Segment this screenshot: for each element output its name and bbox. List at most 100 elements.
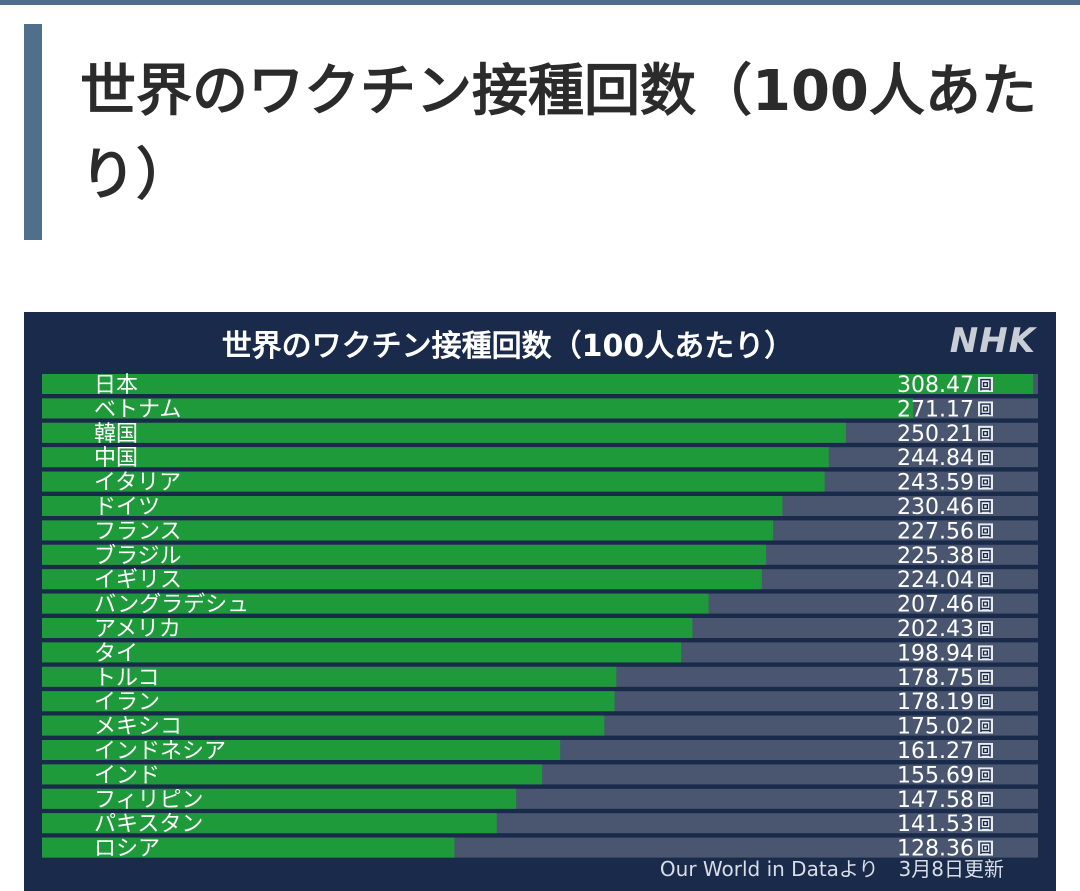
unit-label: 回 bbox=[979, 524, 991, 538]
category-label: バングラデシュ bbox=[94, 593, 249, 618]
category-label: イギリス bbox=[94, 568, 182, 593]
unit-badge bbox=[978, 523, 993, 539]
bar bbox=[42, 691, 615, 712]
bar bbox=[42, 813, 497, 834]
unit-badge bbox=[978, 425, 993, 441]
bar bbox=[42, 788, 517, 809]
category-label: 中国 bbox=[94, 446, 138, 471]
unit-badge bbox=[978, 450, 993, 466]
unit-label: 回 bbox=[979, 598, 991, 612]
unit-label: 回 bbox=[979, 793, 991, 807]
value-label: 141.53 bbox=[897, 812, 974, 837]
value-label: 147.58 bbox=[897, 788, 974, 813]
category-label: インドネシア bbox=[94, 739, 226, 764]
category-label: ブラジル bbox=[94, 544, 182, 569]
unit-badge bbox=[978, 572, 993, 588]
unit-badge bbox=[978, 816, 993, 832]
page-title: 世界のワクチン接種回数（100人あたり） bbox=[80, 59, 1037, 208]
unit-label: 回 bbox=[979, 646, 991, 660]
unit-badge bbox=[978, 547, 993, 563]
bar bbox=[42, 520, 774, 541]
unit-label: 回 bbox=[979, 720, 991, 734]
category-label: パキスタン bbox=[94, 812, 203, 837]
bar bbox=[42, 422, 846, 443]
category-label: タイ bbox=[94, 641, 138, 666]
bar bbox=[42, 544, 767, 565]
category-label: メキシコ bbox=[94, 715, 182, 740]
unit-badge bbox=[978, 621, 993, 636]
unit-label: 回 bbox=[979, 671, 991, 685]
value-label: 227.56 bbox=[897, 519, 974, 544]
category-label: アメリカ bbox=[94, 617, 181, 642]
value-label: 308.47 bbox=[897, 373, 974, 398]
value-label: 244.84 bbox=[897, 446, 974, 471]
value-label: 178.19 bbox=[897, 690, 974, 715]
category-label: インド bbox=[94, 763, 160, 788]
bar bbox=[42, 764, 543, 785]
heading-accent-bar bbox=[24, 24, 42, 240]
value-label: 243.59 bbox=[897, 471, 974, 496]
bar bbox=[42, 471, 825, 492]
unit-label: 回 bbox=[979, 842, 991, 856]
unit-badge bbox=[978, 377, 993, 392]
unit-label: 回 bbox=[979, 451, 991, 465]
bar bbox=[42, 374, 1034, 394]
unit-badge bbox=[978, 767, 993, 783]
value-label: 230.46 bbox=[897, 495, 974, 520]
bar bbox=[42, 618, 693, 638]
unit-badge bbox=[978, 401, 993, 417]
unit-badge bbox=[978, 743, 993, 758]
value-label: 207.46 bbox=[897, 593, 974, 618]
category-label: フランス bbox=[94, 519, 182, 544]
bar bbox=[42, 740, 561, 760]
value-label: 175.02 bbox=[897, 715, 974, 740]
heading-block: 世界のワクチン接種回数（100人あたり） bbox=[24, 24, 1054, 240]
unit-label: 回 bbox=[979, 573, 991, 587]
category-label: ロシア bbox=[94, 837, 160, 862]
bar bbox=[42, 715, 605, 736]
unit-badge bbox=[978, 645, 993, 661]
unit-label: 回 bbox=[979, 476, 991, 490]
unit-label: 回 bbox=[979, 427, 991, 441]
unit-label: 回 bbox=[979, 695, 991, 709]
source-note: Our World in Dataより 3月8日更新 bbox=[660, 857, 1004, 881]
bar bbox=[42, 569, 762, 590]
unit-badge bbox=[978, 669, 993, 685]
unit-label: 回 bbox=[979, 817, 991, 831]
unit-badge bbox=[978, 596, 993, 612]
bar bbox=[42, 837, 455, 858]
value-label: 128.36 bbox=[897, 837, 974, 862]
bar bbox=[42, 447, 829, 468]
category-label: イタリア bbox=[94, 471, 181, 496]
unit-badge bbox=[978, 791, 993, 807]
bar bbox=[42, 593, 709, 614]
nhk-logo: NHK bbox=[950, 321, 1038, 361]
unit-badge bbox=[978, 718, 993, 734]
value-label: 198.94 bbox=[897, 641, 974, 666]
value-label: 202.43 bbox=[897, 617, 974, 642]
unit-label: 回 bbox=[979, 622, 991, 636]
value-label: 250.21 bbox=[897, 422, 974, 447]
unit-label: 回 bbox=[979, 768, 991, 782]
top-rule bbox=[0, 0, 1080, 5]
value-label: 161.27 bbox=[897, 739, 974, 764]
value-label: 155.69 bbox=[897, 763, 974, 788]
unit-label: 回 bbox=[979, 744, 991, 758]
bar bbox=[42, 496, 783, 516]
bar bbox=[42, 666, 617, 687]
unit-label: 回 bbox=[979, 402, 991, 416]
value-label: 224.04 bbox=[897, 568, 974, 593]
unit-label: 回 bbox=[979, 378, 991, 392]
bar bbox=[42, 398, 914, 419]
value-label: 225.38 bbox=[897, 544, 974, 569]
unit-badge bbox=[978, 840, 993, 856]
chart-panel: 世界のワクチン接種回数（100人あたり） NHK 日本 308.47 回ベトナム 27… bbox=[24, 312, 1056, 891]
chart-title: 世界のワクチン接種回数（100人あたり） bbox=[222, 329, 795, 364]
category-label: ドイツ bbox=[94, 495, 160, 520]
unit-badge bbox=[978, 474, 993, 490]
value-label: 178.75 bbox=[897, 666, 974, 691]
category-label: 韓国 bbox=[94, 422, 138, 447]
unit-label: 回 bbox=[979, 500, 991, 514]
bar bbox=[42, 642, 682, 663]
